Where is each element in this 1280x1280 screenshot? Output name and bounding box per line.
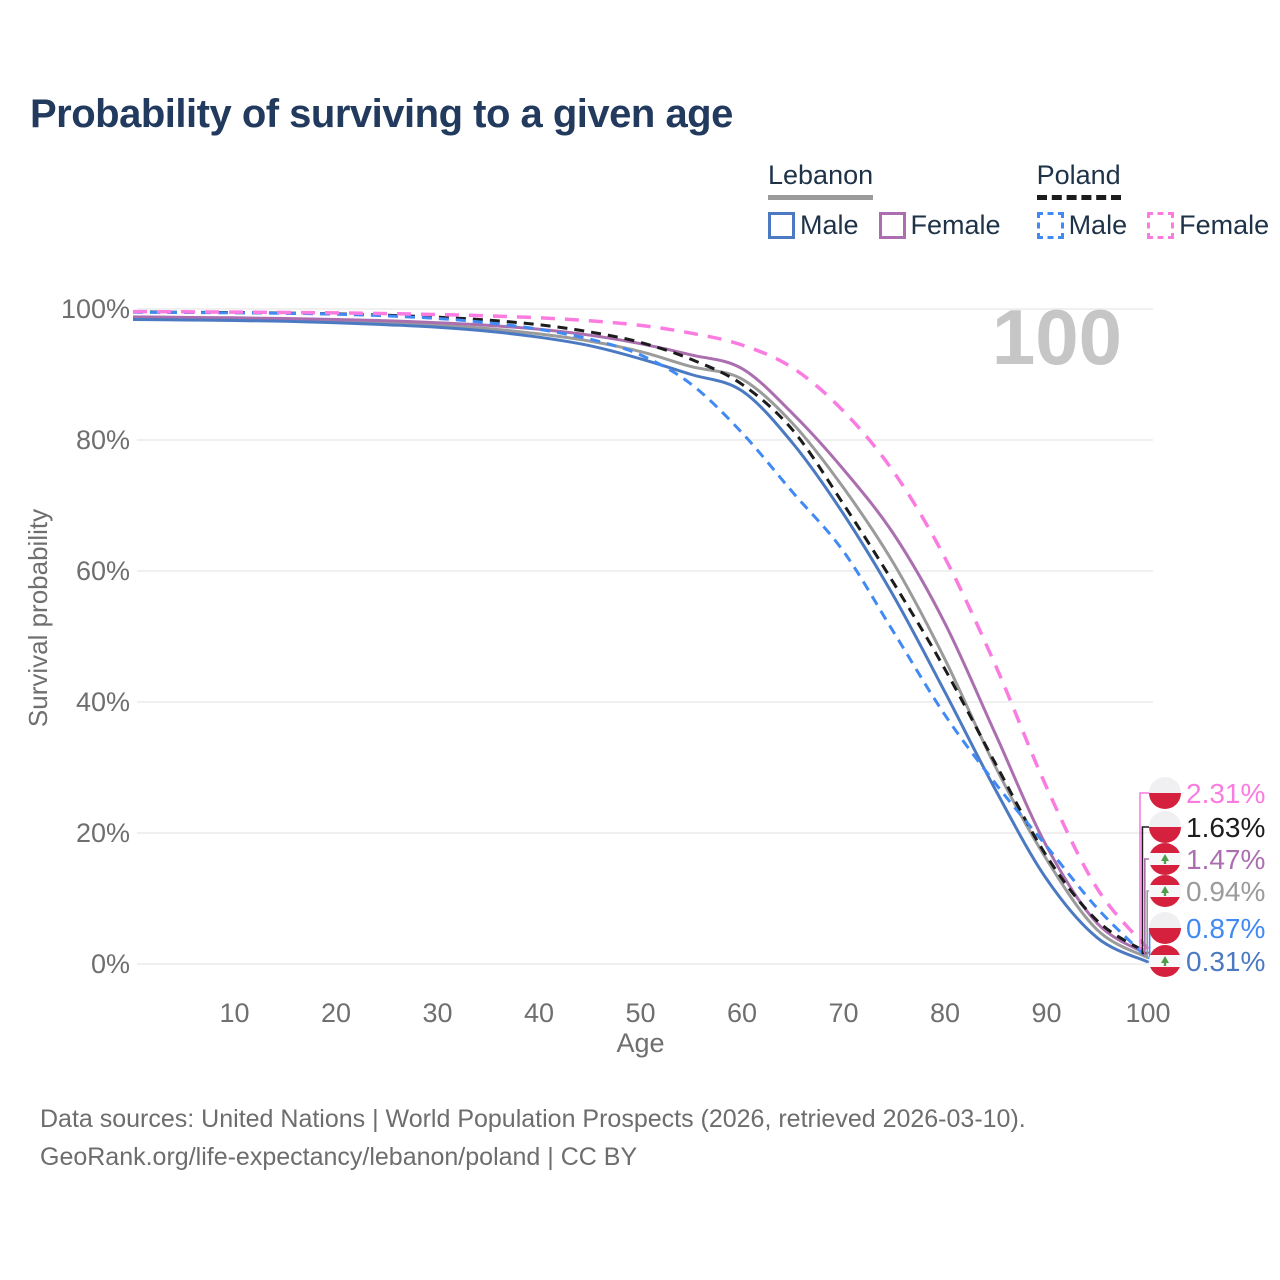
end-connector-lebanon xyxy=(1146,890,1149,959)
poland-flag-icon xyxy=(1149,777,1181,809)
x-axis-label: Age xyxy=(616,1028,664,1058)
series-line-lebanon-male[interactable] xyxy=(132,318,1149,964)
end-label-value-poland-female: 2.31% xyxy=(1186,778,1265,809)
end-label-poland-male[interactable]: 0.87% xyxy=(1149,912,1265,944)
end-label-value-poland-male: 0.87% xyxy=(1186,913,1265,944)
y-tick-100%: 100% xyxy=(61,294,130,324)
y-axis-label: Survival probability xyxy=(23,509,53,727)
x-tick-10: 10 xyxy=(219,998,249,1028)
lebanon-flag-icon xyxy=(1149,843,1181,875)
x-tick-80: 80 xyxy=(930,998,960,1028)
legend-item-lebanon-male[interactable]: Male xyxy=(768,210,859,241)
legend-label-poland-male: Male xyxy=(1068,210,1128,240)
end-label-value-lebanon-male: 0.31% xyxy=(1186,946,1265,977)
y-tick-80%: 80% xyxy=(76,425,130,455)
end-label-poland-female[interactable]: 2.31% xyxy=(1149,777,1265,809)
x-tick-60: 60 xyxy=(727,998,757,1028)
x-tick-20: 20 xyxy=(321,998,351,1028)
series-line-poland-female[interactable] xyxy=(132,309,1150,951)
poland-female-swatch-icon xyxy=(1147,212,1175,239)
series-line-poland[interactable] xyxy=(132,310,1149,955)
legend-items-poland: Male Female xyxy=(1036,210,1269,241)
end-connector-poland xyxy=(1141,826,1149,955)
page-title: Probability of surviving to a given age xyxy=(30,92,733,136)
end-label-value-poland: 1.63% xyxy=(1186,812,1265,843)
legend-label-poland-female: Female xyxy=(1179,210,1270,240)
series-line-lebanon-female[interactable] xyxy=(132,315,1149,956)
end-label-value-lebanon-female: 1.47% xyxy=(1186,844,1265,875)
y-tick-40%: 40% xyxy=(76,687,130,717)
legend-group-poland: Poland Male Female xyxy=(1036,160,1269,241)
legend-group-lebanon: Lebanon Male Female xyxy=(768,160,1001,241)
chart-footer: Data sources: United Nations | World Pop… xyxy=(40,1100,1026,1176)
lebanon-male-swatch-icon xyxy=(768,212,795,239)
age-watermark: 100 xyxy=(992,293,1122,381)
poland-flag-icon xyxy=(1149,912,1181,944)
legend-item-poland-male[interactable]: Male xyxy=(1036,210,1128,241)
legend-label-lebanon-male: Male xyxy=(800,210,859,240)
x-tick-30: 30 xyxy=(422,998,452,1028)
lebanon-flag-icon xyxy=(1149,875,1181,907)
footer-data-sources: Data sources: United Nations | World Pop… xyxy=(40,1105,1026,1133)
lebanon-female-swatch-icon xyxy=(878,212,906,239)
lebanon-flag-icon xyxy=(1149,945,1181,977)
legend-item-poland-female[interactable]: Female xyxy=(1147,210,1269,241)
poland-flag-icon xyxy=(1149,811,1181,843)
legend-item-lebanon-female[interactable]: Female xyxy=(878,210,1001,241)
series-line-lebanon[interactable] xyxy=(132,316,1149,960)
x-tick-90: 90 xyxy=(1031,998,1061,1028)
end-label-value-lebanon: 0.94% xyxy=(1186,876,1265,907)
legend-items-lebanon: Male Female xyxy=(768,210,1001,241)
legend-label-lebanon-female: Female xyxy=(910,210,1001,240)
end-label-lebanon[interactable]: 0.94% xyxy=(1149,875,1265,907)
legend-country-lebanon[interactable]: Lebanon xyxy=(768,160,874,200)
y-tick-20%: 20% xyxy=(76,818,130,848)
footer-url-license: GeoRank.org/life-expectancy/lebanon/pola… xyxy=(40,1143,638,1171)
chart-legend: Lebanon Male Female Poland Male xyxy=(768,160,1269,241)
x-tick-40: 40 xyxy=(524,998,554,1028)
end-label-lebanon-male[interactable]: 0.31% xyxy=(1149,945,1265,977)
poland-male-swatch-icon xyxy=(1036,212,1064,239)
x-tick-70: 70 xyxy=(828,998,858,1028)
end-label-poland[interactable]: 1.63% xyxy=(1149,811,1265,843)
series-line-poland-male[interactable] xyxy=(132,310,1150,960)
y-tick-0%: 0% xyxy=(91,949,130,979)
end-label-lebanon-female[interactable]: 1.47% xyxy=(1149,843,1265,875)
x-tick-100: 100 xyxy=(1125,998,1170,1028)
y-tick-60%: 60% xyxy=(76,556,130,586)
x-tick-50: 50 xyxy=(625,998,655,1028)
legend-country-poland[interactable]: Poland xyxy=(1036,160,1121,200)
